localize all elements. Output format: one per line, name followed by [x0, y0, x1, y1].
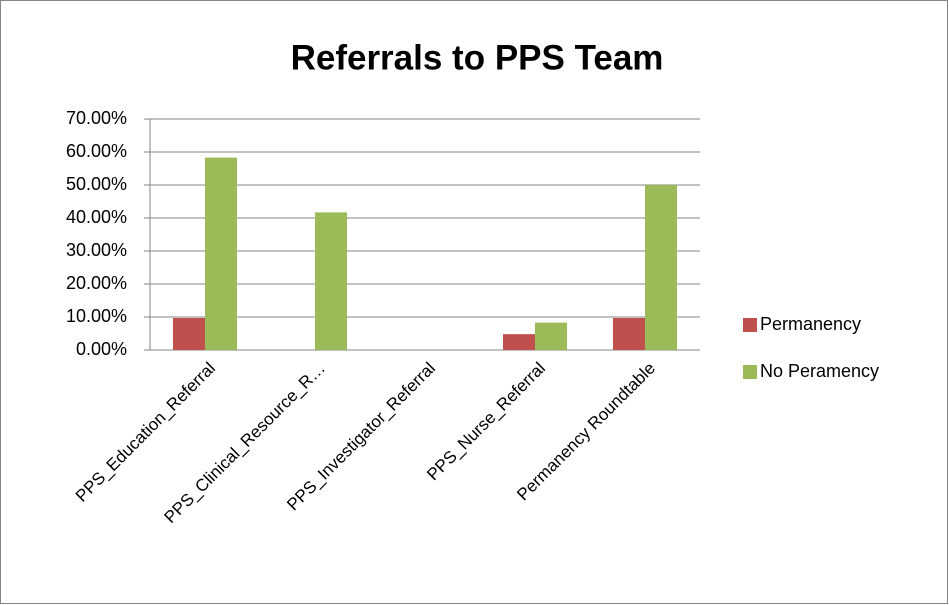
bar — [535, 322, 567, 350]
legend-swatch — [743, 365, 757, 379]
chart-title: Referrals to PPS Team — [291, 38, 664, 77]
y-tick-label: 10.00% — [66, 306, 127, 326]
y-tick-label: 30.00% — [66, 240, 127, 260]
legend-label: No Peramency — [760, 361, 879, 381]
bar — [613, 317, 645, 350]
bar — [173, 317, 205, 350]
y-tick-label: 50.00% — [66, 174, 127, 194]
bar — [315, 212, 347, 350]
bar — [645, 185, 677, 350]
legend-swatch — [743, 318, 757, 332]
y-tick-label: 40.00% — [66, 207, 127, 227]
bar — [503, 334, 535, 350]
legend-label: Permanency — [760, 314, 861, 334]
y-tick-label: 60.00% — [66, 141, 127, 161]
y-tick-label: 70.00% — [66, 108, 127, 128]
y-tick-label: 0.00% — [76, 339, 127, 359]
y-tick-label: 20.00% — [66, 273, 127, 293]
bar — [205, 157, 237, 350]
